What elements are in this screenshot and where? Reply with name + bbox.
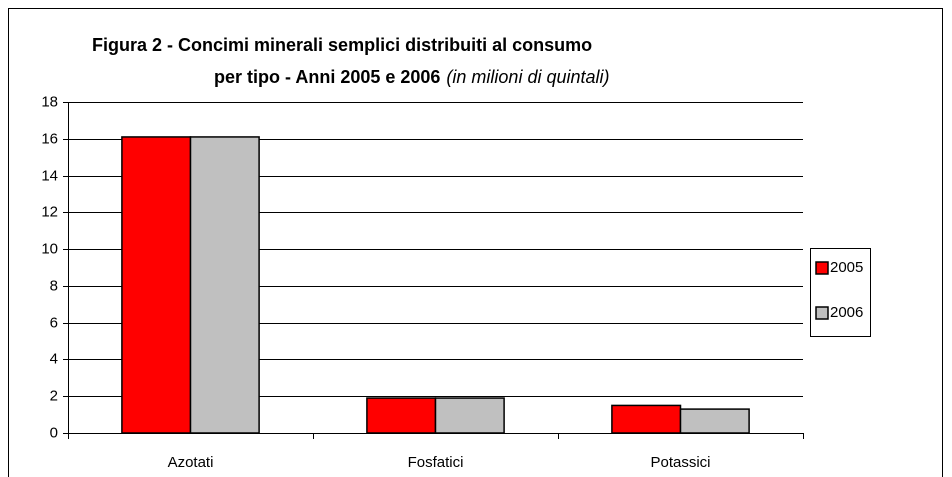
- bar: [121, 136, 192, 434]
- y-tick-label: 16: [41, 130, 58, 147]
- legend-label: 2005: [830, 259, 863, 276]
- y-tick-label: 14: [41, 167, 58, 184]
- chart-subtitle: (in milioni di quintali): [446, 67, 609, 87]
- bar: [679, 408, 750, 434]
- y-tick-label: 8: [50, 277, 58, 294]
- legend-swatch: [815, 306, 829, 320]
- y-tick-label: 12: [41, 203, 58, 220]
- bar: [366, 397, 437, 434]
- legend-swatch: [815, 261, 829, 275]
- y-tick-label: 2: [50, 387, 58, 404]
- bar: [434, 397, 505, 434]
- x-tick-label: Fosfatici: [408, 454, 464, 471]
- legend-label: 2006: [830, 304, 863, 321]
- bar: [189, 136, 260, 434]
- chart-title-line: per tipo - Anni 2005 e 2006 (in milioni d…: [214, 67, 610, 87]
- y-tick-label: 0: [50, 424, 58, 441]
- y-tick-label: 18: [41, 93, 58, 110]
- chart-title: Figura 2 - Concimi minerali semplici dis…: [92, 35, 592, 55]
- y-tick-label: 4: [50, 350, 58, 367]
- x-tick-label: Azotati: [168, 454, 214, 471]
- y-tick-label: 10: [41, 240, 58, 257]
- bar: [611, 404, 682, 434]
- chart-title: per tipo - Anni 2005 e 2006: [214, 67, 440, 87]
- y-tick-label: 6: [50, 314, 58, 331]
- x-tick-label: Potassici: [650, 454, 710, 471]
